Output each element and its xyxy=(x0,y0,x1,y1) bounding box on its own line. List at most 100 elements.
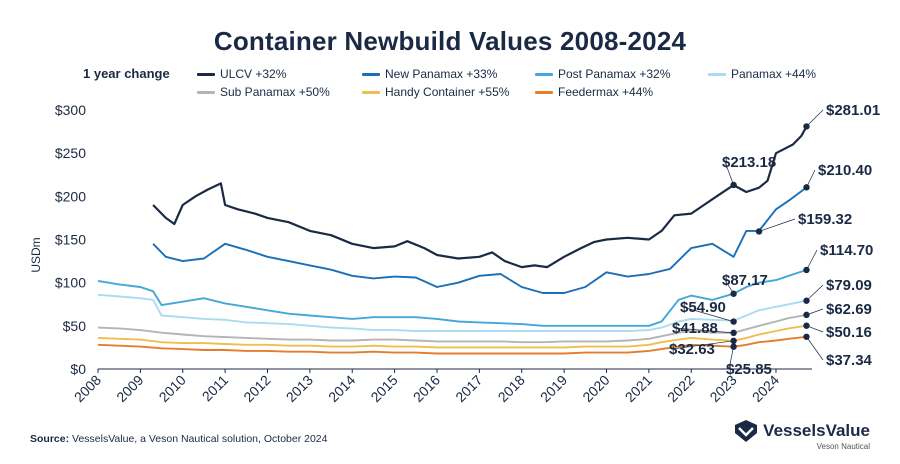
x-tick-label: 2019 xyxy=(537,372,570,405)
legend-swatch-ulcv xyxy=(197,72,215,76)
legend-swatch-post-panamax xyxy=(535,72,553,76)
annotation-leader xyxy=(682,306,734,322)
annotation-leader xyxy=(758,218,796,232)
annotation-label: $32.63 xyxy=(669,341,715,358)
annotation-dot xyxy=(730,343,737,350)
annotation-label: $25.85 xyxy=(726,361,772,378)
annotation-leader xyxy=(671,340,734,350)
annotation-dot xyxy=(803,123,810,130)
annotation-leader xyxy=(806,109,824,127)
annotation-label: $87.17 xyxy=(722,272,768,289)
x-tick-label: 2017 xyxy=(452,372,485,405)
chart-title: Container Newbuild Values 2008-2024 xyxy=(213,26,687,56)
y-tick-label: $50 xyxy=(63,318,87,334)
legend-label-post-panamax: Post Panamax +32% xyxy=(558,67,671,81)
y-tick-label: $200 xyxy=(55,188,86,204)
legend-label-feedermax: Feedermax +44% xyxy=(558,85,654,99)
x-tick-label: 2014 xyxy=(325,372,358,405)
legend-label-panamax: Panamax +44% xyxy=(731,67,817,81)
x-tick-label: 2022 xyxy=(664,372,697,405)
annotation-leader xyxy=(728,346,734,370)
y-tick-label: $0 xyxy=(70,361,86,377)
x-tick-label: 2020 xyxy=(579,372,612,405)
brand-logo: VesselsValue Veson Nautical xyxy=(733,418,870,451)
y-axis: $0 $50 $100 $150 $200 $250 $300 xyxy=(55,102,86,377)
annotation-label: $37.34 xyxy=(826,352,873,369)
series-group xyxy=(97,125,808,355)
annotation-label: $114.70 xyxy=(820,242,873,259)
annotation-leader xyxy=(806,284,824,301)
x-tick-label: 2021 xyxy=(622,372,655,405)
y-tick-label: $100 xyxy=(55,275,86,291)
legend-label-ulcv: ULCV +32% xyxy=(220,67,287,81)
legend-item-post-panamax: Post Panamax +32% xyxy=(535,67,670,81)
x-tick-label: 2011 xyxy=(199,372,232,405)
series-line-panamax xyxy=(97,293,807,332)
source-note: Source: VesselsValue, a Veson Nautical s… xyxy=(30,433,327,445)
series-line-sub-panamax xyxy=(97,313,807,344)
y-tick-label: $150 xyxy=(55,232,86,248)
annotation-label: $79.09 xyxy=(826,277,872,294)
legend-swatch-handy-container xyxy=(362,90,380,94)
x-axis: 2008 2009 2010 2011 2012 2013 2014 2015 2016 2017… xyxy=(71,368,812,405)
source-text: VesselsValue, a Veson Nautical solution,… xyxy=(72,433,328,445)
legend-swatch-new-panamax xyxy=(362,72,380,76)
annotation-dot xyxy=(730,329,737,337)
annotation-dot xyxy=(730,290,737,297)
x-tick-label: 2015 xyxy=(367,372,400,405)
x-tick-label: 2013 xyxy=(283,372,316,405)
legend-item-sub-panamax: Sub Panamax +50% xyxy=(197,85,330,99)
annotation-leader xyxy=(806,169,816,188)
legend-item-panamax: Panamax +44% xyxy=(708,67,816,81)
legend-item-new-panamax: New Panamax +33% xyxy=(362,67,497,81)
annotation-leader xyxy=(674,327,734,334)
legend-item-handy-container: Handy Container +55% xyxy=(362,85,509,99)
legend-swatch-panamax xyxy=(708,72,726,76)
source-label: Source: xyxy=(30,433,70,445)
annotations-group: $281.01 $213.18 $210.40 $159.32 $114.70 $87.1… xyxy=(669,102,880,378)
legend-swatch-sub-panamax xyxy=(197,90,215,94)
legend-item-ulcv: ULCV +32% xyxy=(197,67,286,81)
annotation-label: $159.32 xyxy=(798,211,852,228)
y-tick-label: $250 xyxy=(55,145,86,161)
legend-item-feedermax: Feedermax +44% xyxy=(535,85,653,99)
annotation-dot xyxy=(730,337,737,345)
annotation-leader xyxy=(806,336,824,361)
series-line-feedermax xyxy=(97,335,807,355)
annotation-dot xyxy=(803,333,810,340)
annotation-dot xyxy=(730,181,737,189)
annotation-label: $210.40 xyxy=(818,162,872,179)
annotation-dot xyxy=(803,266,810,274)
x-tick-label: 2009 xyxy=(113,372,146,405)
series-line-new-panamax xyxy=(152,186,808,294)
x-tick-label: 2012 xyxy=(240,372,273,405)
annotation-label: $41.88 xyxy=(672,320,718,337)
annotation-dot xyxy=(730,318,737,325)
legend-label-sub-panamax: Sub Panamax +50% xyxy=(220,85,330,99)
annotation-label: $50.16 xyxy=(826,324,872,341)
annotation-dot xyxy=(803,311,810,319)
annotation-label: $62.69 xyxy=(826,301,872,318)
annotation-leader xyxy=(724,161,734,186)
series-line-post-panamax xyxy=(97,269,807,327)
annotation-dot xyxy=(803,322,810,329)
annotation-dot xyxy=(755,228,763,235)
annotation-label: $281.01 xyxy=(826,102,880,119)
series-line-handy-container xyxy=(97,324,807,349)
annotation-label: $213.18 xyxy=(722,154,776,171)
annotation-dot xyxy=(803,297,810,304)
annotation-dot xyxy=(803,184,810,191)
x-tick-label: 2018 xyxy=(495,372,528,405)
legend-label-new-panamax: New Panamax +33% xyxy=(385,67,498,81)
annotation-leader xyxy=(806,249,818,271)
brand-name: VesselsValue xyxy=(763,421,870,440)
legend-swatch-feedermax xyxy=(535,90,553,94)
y-tick-label: $300 xyxy=(55,102,86,118)
annotation-label: $54.90 xyxy=(680,299,726,316)
brand-subtitle: Veson Nautical xyxy=(816,442,870,451)
x-tick-label: 2010 xyxy=(156,372,189,405)
y-axis-label: USDm xyxy=(29,237,43,272)
x-tick-label: 2016 xyxy=(410,372,443,405)
legend-label-handy-container: Handy Container +55% xyxy=(385,85,510,99)
